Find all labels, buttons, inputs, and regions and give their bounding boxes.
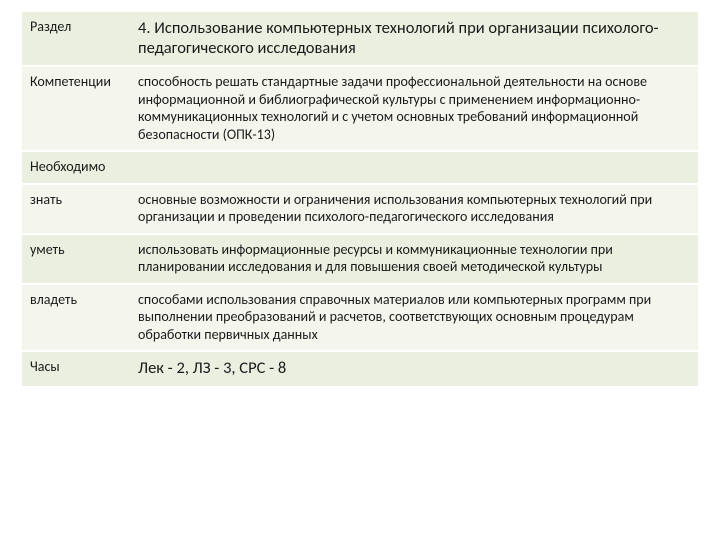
table-row: Раздел 4. Использование компьютерных тех… [22, 12, 698, 66]
hours-text: Лек - 2, ЛЗ - 3, СРС - 8 [138, 358, 286, 378]
row-value: основные возможности и ограничения испол… [130, 184, 698, 234]
row-value: способность решать стандартные задачи пр… [130, 66, 698, 151]
row-value: способами использования справочных матер… [130, 284, 698, 352]
row-label: владеть [22, 284, 130, 352]
table-row: знать основные возможности и ограничения… [22, 184, 698, 234]
table-row: владеть способами использования справочн… [22, 284, 698, 352]
row-label: Компетенции [22, 66, 130, 151]
table-row: уметь использовать информационные ресурс… [22, 234, 698, 284]
table-row: Компетенции способность решать стандартн… [22, 66, 698, 151]
content-table: Раздел 4. Использование компьютерных тех… [22, 12, 698, 388]
slide: Раздел 4. Использование компьютерных тех… [0, 0, 720, 540]
row-label: Раздел [22, 12, 130, 66]
row-value: использовать информационные ресурсы и ко… [130, 234, 698, 284]
row-value: Лек - 2, ЛЗ - 3, СРС - 8 [130, 351, 698, 387]
row-label: уметь [22, 234, 130, 284]
row-label: Часы [22, 351, 130, 387]
table-row: Необходимо [22, 151, 698, 184]
row-label: Необходимо [22, 151, 130, 184]
row-value [130, 151, 698, 184]
row-value: 4. Использование компьютерных технологий… [130, 12, 698, 66]
row-label: знать [22, 184, 130, 234]
section-title: 4. Использование компьютерных технологий… [138, 18, 659, 58]
table-row: Часы Лек - 2, ЛЗ - 3, СРС - 8 [22, 351, 698, 387]
